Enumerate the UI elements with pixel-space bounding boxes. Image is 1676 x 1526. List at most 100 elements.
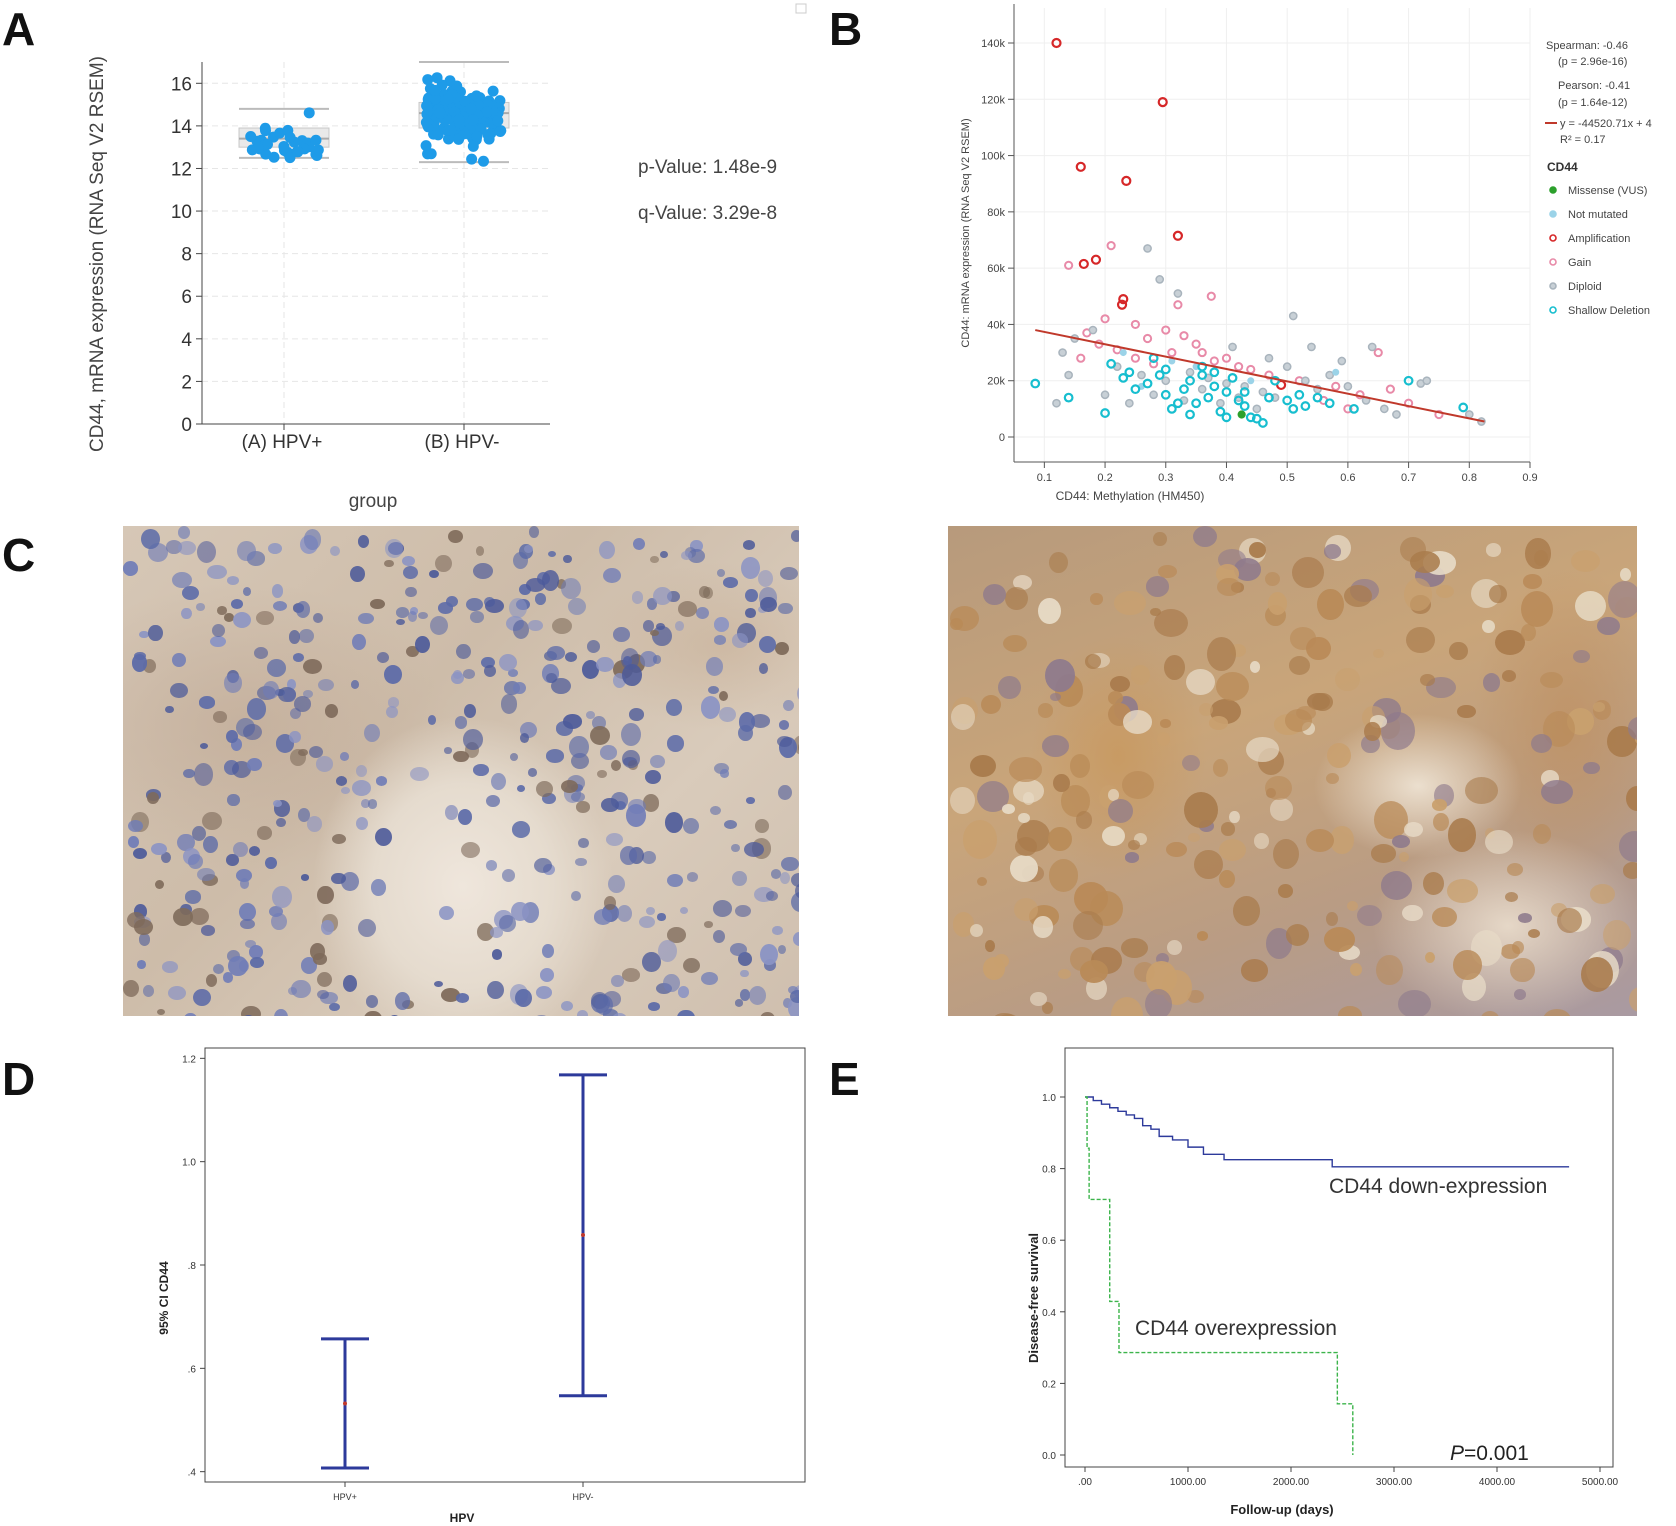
- cell-nucleus: [739, 989, 751, 1001]
- cell-nucleus: [402, 555, 415, 566]
- panel-b-point: [1064, 370, 1073, 380]
- cell-nucleus: [341, 787, 351, 795]
- cell-nucleus: [500, 694, 518, 714]
- panel-b-legend-title: CD44: [1547, 160, 1578, 174]
- cell-nucleus: [183, 1012, 199, 1016]
- cell-nucleus: [457, 809, 472, 825]
- cell-nucleus: [227, 794, 240, 806]
- panel-b-point: [1221, 353, 1232, 363]
- cell-nucleus: [603, 1009, 618, 1016]
- panel-b-point: [1130, 353, 1141, 363]
- cell-nucleus: [771, 868, 782, 879]
- panel-a-point: [459, 95, 471, 107]
- panel-b-legend-swatch: [1549, 258, 1557, 266]
- cell-nucleus: [589, 726, 610, 746]
- cell-nucleus: [331, 872, 346, 885]
- cell-nucleus: [1069, 754, 1090, 778]
- cell-nucleus: [578, 838, 589, 849]
- cell-nucleus: [358, 613, 374, 625]
- ihc-micrograph-left: [123, 526, 799, 1016]
- cell-nucleus: [743, 841, 764, 858]
- cell-nucleus: [525, 578, 545, 593]
- panel-b-point: [1124, 398, 1134, 408]
- cell-nucleus: [226, 575, 239, 585]
- panel-b-point: [1121, 175, 1132, 186]
- cell-nucleus: [997, 675, 1021, 700]
- panel-a-point: [303, 107, 315, 119]
- cell-nucleus: [1350, 962, 1363, 976]
- cell-nucleus: [1004, 586, 1028, 611]
- cell-nucleus: [614, 801, 626, 810]
- panel-b-point: [1209, 356, 1219, 366]
- panel-b-point: [1221, 387, 1232, 397]
- panel-label-c: C: [2, 529, 36, 581]
- cell-nucleus: [1144, 989, 1172, 1016]
- cell-nucleus: [778, 720, 790, 730]
- cell-nucleus: [310, 943, 325, 960]
- cell-nucleus: [491, 949, 503, 960]
- cell-nucleus: [1420, 673, 1435, 687]
- panel-b-point: [1312, 392, 1323, 403]
- panel-b-stat-spearman-p: (p = 2.96e-16): [1558, 56, 1627, 68]
- panel-label-a: A: [2, 3, 36, 55]
- panel-e-ytick-label: 0.2: [1042, 1379, 1056, 1390]
- cell-nucleus: [1265, 775, 1292, 801]
- cell-nucleus: [585, 710, 596, 720]
- cell-nucleus: [1464, 777, 1498, 804]
- cell-nucleus: [1194, 849, 1224, 880]
- cell-nucleus: [1186, 669, 1216, 696]
- cell-nucleus: [498, 653, 517, 671]
- cell-nucleus: [607, 875, 625, 893]
- cell-nucleus: [1273, 839, 1300, 870]
- panel-b-point: [1185, 367, 1195, 377]
- panel-d-ylabel: 95% CI CD44: [157, 1261, 171, 1335]
- cell-nucleus: [698, 586, 710, 598]
- cell-nucleus: [666, 698, 682, 716]
- panel-e-xlabel: Follow-up (days): [1230, 1502, 1333, 1517]
- cell-nucleus: [375, 828, 393, 846]
- cell-nucleus: [1316, 588, 1344, 621]
- cell-nucleus: [517, 784, 526, 792]
- panel-a-point: [467, 140, 479, 152]
- panel-a-point: [442, 93, 454, 105]
- panel-e-axes: 0.0 0.2 0.4 0.6 0.8 1.0 .00 1000.00 2000.00 3000.…: [1042, 1047, 1619, 1488]
- panel-a-point: [477, 155, 489, 167]
- cell-nucleus: [612, 1012, 627, 1016]
- panel-b-point: [1209, 381, 1220, 392]
- cell-nucleus: [567, 597, 586, 616]
- cell-nucleus: [1122, 771, 1154, 800]
- cell-nucleus: [1199, 702, 1214, 716]
- cell-nucleus: [1164, 654, 1186, 680]
- panel-a-axes: 0 2 4 6 8 10 12 14 16: [171, 62, 550, 436]
- cell-nucleus: [1102, 826, 1126, 847]
- cell-nucleus: [448, 530, 463, 544]
- panel-b-point: [1106, 358, 1117, 369]
- cell-nucleus: [1326, 742, 1351, 769]
- cell-nucleus: [1338, 1006, 1362, 1016]
- cell-nucleus: [438, 905, 455, 921]
- cell-nucleus: [182, 768, 195, 779]
- cell-nucleus: [680, 551, 693, 560]
- panel-a-point: [434, 107, 446, 119]
- cell-nucleus: [696, 607, 710, 620]
- panel-b-legend-label: Shallow Deletion: [1568, 305, 1650, 317]
- cell-nucleus: [172, 907, 193, 926]
- cell-nucleus: [1145, 576, 1170, 597]
- cell-nucleus: [542, 569, 560, 591]
- cell-nucleus: [1628, 717, 1637, 740]
- cell-nucleus: [184, 889, 202, 904]
- cell-nucleus: [1324, 544, 1342, 559]
- cell-nucleus: [783, 997, 792, 1008]
- panel-b-point: [1191, 339, 1201, 349]
- panel-b-point: [1252, 404, 1262, 414]
- cell-nucleus: [1373, 648, 1384, 658]
- panel-b-point: [1173, 398, 1183, 409]
- cell-nucleus: [748, 986, 767, 1006]
- panel-d-ytick-label: .8: [188, 1261, 197, 1272]
- cell-nucleus: [207, 564, 227, 579]
- panel-a-ytick-label: 8: [181, 245, 192, 266]
- cell-nucleus: [1187, 832, 1201, 843]
- cell-nucleus: [1012, 575, 1032, 591]
- cell-nucleus: [172, 571, 192, 588]
- panel-b-point: [1325, 370, 1335, 380]
